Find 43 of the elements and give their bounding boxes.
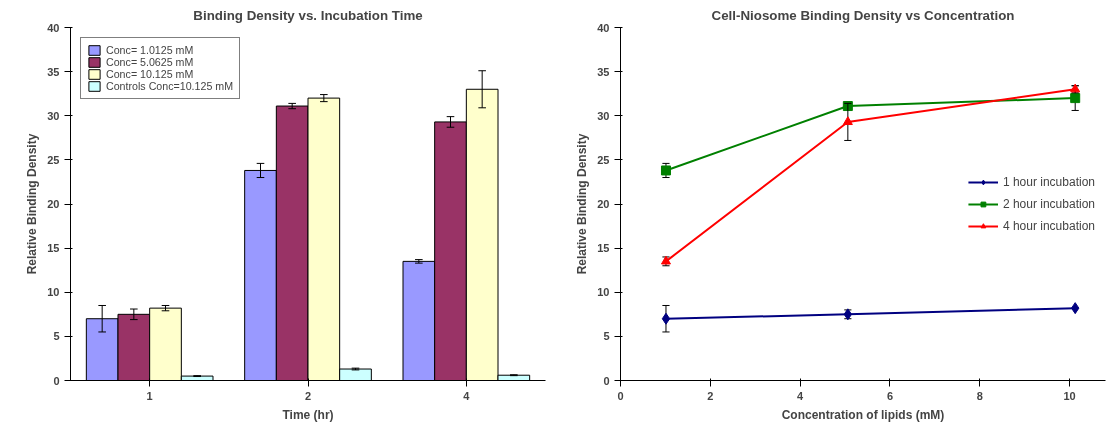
y-tick-label: 30: [47, 109, 60, 122]
y-tick-label: 5: [53, 330, 60, 343]
x-axis-title: Concentration of lipids (mM): [781, 407, 945, 422]
y-tick-label: 25: [597, 153, 610, 166]
x-tick-label: 1: [146, 389, 153, 402]
x-tick-label: 2: [304, 389, 312, 402]
y-tick-label: 5: [603, 330, 610, 343]
y-tick-label: 10: [597, 286, 610, 299]
chart-title: Cell-Niosome Binding Density vs Concentration: [711, 7, 1015, 23]
x-tick-label: 8: [976, 389, 983, 402]
y-tick-label: 20: [47, 198, 60, 210]
x-tick-label: 6: [886, 389, 894, 402]
y-tick-label: 30: [597, 109, 610, 122]
y-tick-label: 15: [597, 242, 610, 255]
y-axis-title: Relative Binding Density: [575, 133, 590, 275]
y-tick-label: 10: [47, 286, 60, 299]
legend-label: Conc= 5.0625 mM: [106, 56, 194, 68]
y-tick-label: 0: [53, 374, 60, 387]
point: [842, 116, 853, 126]
legend-label: Controls Conc=10.125 mM: [106, 80, 234, 92]
y-axis-title: Relative Binding Density: [25, 133, 40, 275]
x-tick-label: 10: [1063, 389, 1076, 402]
x-tick-label: 2: [707, 389, 714, 402]
x-axis-title: Time (hr): [282, 407, 334, 422]
point: [661, 312, 671, 325]
y-tick-label: 25: [47, 153, 60, 166]
legend-label: 4 hour incubation: [1002, 218, 1095, 233]
x-tick-label: 4: [463, 389, 471, 402]
x-tick-label: 4: [797, 389, 805, 402]
y-tick-label: 35: [597, 65, 610, 78]
point: [1070, 93, 1081, 104]
x-tick-label: 0: [617, 389, 624, 402]
y-tick-label: 20: [597, 198, 610, 210]
y-tick-label: 15: [47, 242, 60, 255]
chart-title: Binding Density vs. Incubation Time: [193, 7, 423, 23]
y-tick-label: 35: [47, 65, 60, 78]
y-tick-label: 0: [603, 374, 610, 387]
y-tick-label: 40: [597, 21, 610, 34]
y-tick-label: 40: [47, 21, 60, 34]
legend-label: Conc= 10.125 mM: [106, 68, 194, 80]
legend-label: 2 hour incubation: [1002, 196, 1095, 211]
legend-label: Conc= 1.0125 mM: [106, 44, 194, 56]
legend-label: 1 hour incubation: [1002, 174, 1095, 189]
